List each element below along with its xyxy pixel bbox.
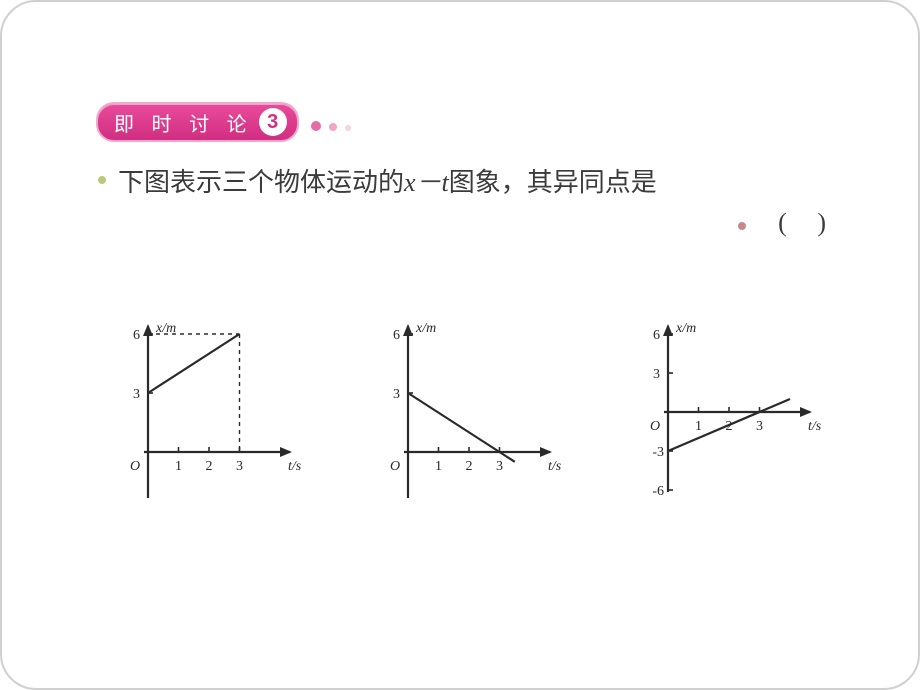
bullet-icon bbox=[738, 222, 746, 230]
discussion-number: 3 bbox=[259, 108, 287, 136]
dot-icon bbox=[329, 123, 337, 131]
svg-text:3: 3 bbox=[236, 459, 243, 474]
dot-icon bbox=[345, 125, 351, 131]
xt-chart-2: x/m t/s O 1 2 3 3 6 bbox=[360, 312, 580, 512]
svg-text:1: 1 bbox=[435, 459, 442, 474]
xt-chart-3: x/mt/sO12336-3-6 bbox=[620, 312, 840, 512]
svg-text:6: 6 bbox=[653, 328, 660, 343]
svg-text:1: 1 bbox=[695, 419, 702, 434]
xt-chart-1: x/mt/sO12336 bbox=[100, 312, 320, 512]
svg-text:2: 2 bbox=[206, 459, 213, 474]
question-suffix: 图象，其异同点是 bbox=[449, 168, 657, 197]
svg-text:6: 6 bbox=[393, 328, 400, 343]
svg-text:3: 3 bbox=[393, 387, 400, 402]
svg-text:O: O bbox=[650, 419, 660, 434]
svg-text:3: 3 bbox=[756, 419, 763, 434]
svg-text:6: 6 bbox=[133, 328, 140, 343]
svg-text:3: 3 bbox=[653, 367, 660, 382]
question-prefix: 下图表示三个物体运动的 bbox=[118, 168, 404, 197]
answer-blank: ( ) bbox=[778, 208, 838, 238]
trailing-dots bbox=[307, 118, 351, 136]
svg-text:O: O bbox=[130, 459, 140, 474]
discussion-label: 即 时 讨 论 bbox=[114, 108, 253, 137]
svg-text:t/s: t/s bbox=[808, 419, 822, 434]
slide-frame: 即 时 讨 论 3 下图表示三个物体运动的x－t图象，其异同点是 ( ) x/m… bbox=[0, 0, 920, 690]
svg-text:3: 3 bbox=[496, 459, 503, 474]
question-text: 下图表示三个物体运动的x－t图象，其异同点是 bbox=[118, 162, 657, 199]
bullet-icon bbox=[98, 176, 106, 184]
svg-text:t/s: t/s bbox=[288, 459, 302, 474]
svg-text:x/m: x/m bbox=[675, 321, 696, 336]
charts-row: x/m t/s O 1 2 3 3 6 x/m t/s O 1 2 3 3 6 x/m t/s O 1 2 3 3 6 -3… bbox=[100, 312, 840, 512]
svg-text:-6: -6 bbox=[652, 484, 664, 499]
question-var: x－t bbox=[404, 168, 449, 197]
discussion-pill: 即 时 讨 论 3 bbox=[96, 102, 299, 142]
svg-text:-3: -3 bbox=[652, 445, 664, 460]
svg-text:t/s: t/s bbox=[548, 459, 562, 474]
svg-text:3: 3 bbox=[133, 387, 140, 402]
discussion-badge: 即 时 讨 论 3 bbox=[96, 102, 351, 142]
svg-text:x/m: x/m bbox=[415, 321, 436, 336]
svg-text:1: 1 bbox=[175, 459, 182, 474]
dot-icon bbox=[311, 121, 321, 131]
svg-text:O: O bbox=[390, 459, 400, 474]
svg-text:2: 2 bbox=[466, 459, 473, 474]
